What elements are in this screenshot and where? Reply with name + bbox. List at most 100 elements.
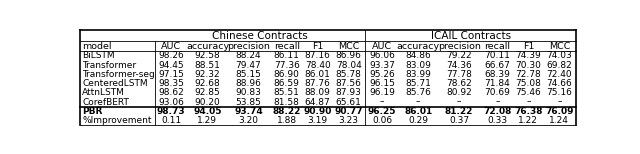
Text: recall: recall	[274, 42, 300, 51]
Text: 78.04: 78.04	[336, 61, 362, 70]
Text: 85.15: 85.15	[236, 70, 261, 79]
Text: 70.30: 70.30	[515, 61, 541, 70]
Text: 87.56: 87.56	[336, 79, 362, 88]
Text: 64.87: 64.87	[305, 97, 330, 107]
Text: 75.46: 75.46	[515, 88, 541, 97]
Text: –: –	[380, 97, 384, 107]
Text: 98.35: 98.35	[158, 79, 184, 88]
Text: 86.01: 86.01	[305, 70, 331, 79]
Text: 66.67: 66.67	[484, 61, 510, 70]
Text: 86.11: 86.11	[274, 51, 300, 60]
Text: 3.19: 3.19	[308, 116, 328, 125]
Text: 84.86: 84.86	[405, 51, 431, 60]
Text: CorefBERT: CorefBERT	[83, 97, 129, 107]
Text: 71.84: 71.84	[484, 79, 510, 88]
Text: AUC: AUC	[372, 42, 392, 51]
Text: 75.08: 75.08	[515, 79, 541, 88]
Text: 85.76: 85.76	[405, 88, 431, 97]
Text: 94.45: 94.45	[159, 61, 184, 70]
Text: 87.76: 87.76	[305, 79, 331, 88]
Text: 85.71: 85.71	[405, 79, 431, 88]
Text: 85.51: 85.51	[274, 88, 300, 97]
Text: 98.73: 98.73	[157, 107, 186, 116]
Text: 74.03: 74.03	[547, 51, 572, 60]
Text: accuracy: accuracy	[186, 42, 229, 51]
Text: 96.25: 96.25	[368, 107, 396, 116]
Text: 86.59: 86.59	[274, 79, 300, 88]
Text: F1: F1	[312, 42, 323, 51]
Text: 90.83: 90.83	[236, 88, 261, 97]
Text: –: –	[557, 97, 562, 107]
Text: 80.92: 80.92	[446, 88, 472, 97]
Text: BiLSTM: BiLSTM	[83, 51, 115, 60]
Text: 72.08: 72.08	[483, 107, 511, 116]
Text: 74.36: 74.36	[446, 61, 472, 70]
Text: 94.05: 94.05	[193, 107, 221, 116]
Text: 75.16: 75.16	[547, 88, 572, 97]
Text: 79.22: 79.22	[446, 51, 472, 60]
Text: 0.33: 0.33	[487, 116, 508, 125]
Text: 87.93: 87.93	[336, 88, 362, 97]
Text: 88.51: 88.51	[195, 61, 220, 70]
Text: accuracy: accuracy	[397, 42, 440, 51]
Text: 0.37: 0.37	[449, 116, 469, 125]
Text: 72.78: 72.78	[515, 70, 541, 79]
Text: 90.20: 90.20	[195, 97, 220, 107]
Text: 72.40: 72.40	[547, 70, 572, 79]
Text: 3.20: 3.20	[239, 116, 259, 125]
Text: 81.22: 81.22	[445, 107, 474, 116]
Text: 0.29: 0.29	[408, 116, 428, 125]
Text: 81.58: 81.58	[274, 97, 300, 107]
Text: –: –	[457, 97, 461, 107]
Text: 70.11: 70.11	[484, 51, 510, 60]
Text: 74.66: 74.66	[547, 79, 572, 88]
Text: 70.69: 70.69	[484, 88, 510, 97]
Text: 76.09: 76.09	[545, 107, 573, 116]
Text: 79.47: 79.47	[236, 61, 261, 70]
Text: 68.39: 68.39	[484, 70, 510, 79]
Text: 1.88: 1.88	[276, 116, 297, 125]
Text: %Improvement: %Improvement	[83, 116, 152, 125]
Text: 92.85: 92.85	[195, 88, 220, 97]
Text: 83.99: 83.99	[405, 70, 431, 79]
Text: AttnLSTM: AttnLSTM	[83, 88, 125, 97]
Text: ICAIL Contracts: ICAIL Contracts	[431, 31, 511, 41]
Text: 96.06: 96.06	[369, 51, 395, 60]
Text: 93.74: 93.74	[234, 107, 263, 116]
Text: 69.82: 69.82	[547, 61, 572, 70]
Text: 83.09: 83.09	[405, 61, 431, 70]
Text: 77.36: 77.36	[274, 61, 300, 70]
Text: 74.39: 74.39	[515, 51, 541, 60]
Text: 98.26: 98.26	[159, 51, 184, 60]
Text: 97.15: 97.15	[158, 70, 184, 79]
Text: 76.38: 76.38	[514, 107, 543, 116]
Text: 90.77: 90.77	[334, 107, 363, 116]
Text: 95.26: 95.26	[369, 70, 395, 79]
Text: precision: precision	[227, 42, 270, 51]
Text: 92.32: 92.32	[195, 70, 220, 79]
Text: –: –	[416, 97, 420, 107]
Text: Transformer-seg: Transformer-seg	[83, 70, 155, 79]
Text: 96.19: 96.19	[369, 88, 395, 97]
Text: 98.62: 98.62	[159, 88, 184, 97]
Text: 93.37: 93.37	[369, 61, 395, 70]
Text: 90.90: 90.90	[303, 107, 332, 116]
Text: 1.29: 1.29	[198, 116, 218, 125]
Text: Chinese Contracts: Chinese Contracts	[212, 31, 308, 41]
Text: 88.24: 88.24	[236, 51, 261, 60]
Text: 0.11: 0.11	[161, 116, 181, 125]
Text: 1.24: 1.24	[549, 116, 570, 125]
Text: Transformer: Transformer	[83, 61, 136, 70]
Text: 88.22: 88.22	[273, 107, 301, 116]
Text: 77.78: 77.78	[446, 70, 472, 79]
Text: 88.09: 88.09	[305, 88, 331, 97]
Text: 78.62: 78.62	[446, 79, 472, 88]
Text: 1.22: 1.22	[518, 116, 538, 125]
Text: 78.40: 78.40	[305, 61, 330, 70]
Text: –: –	[495, 97, 500, 107]
Text: CenteredLSTM: CenteredLSTM	[83, 79, 148, 88]
Text: model: model	[83, 42, 112, 51]
Text: 96.15: 96.15	[369, 79, 395, 88]
Text: AUC: AUC	[161, 42, 181, 51]
Text: 0.06: 0.06	[372, 116, 392, 125]
